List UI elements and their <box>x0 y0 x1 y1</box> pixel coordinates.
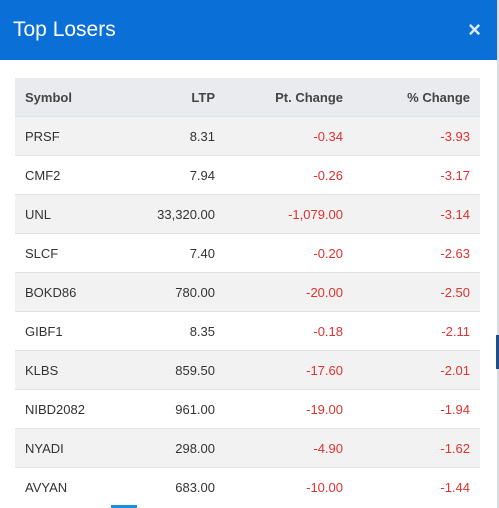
row-ltp: 8.31 <box>125 116 225 156</box>
row-symbol: BOKD86 <box>15 272 125 312</box>
row-symbol: NIBD2082 <box>15 389 125 429</box>
table-row[interactable]: KLBS 859.50 -17.60 -2.01 <box>15 350 480 390</box>
row-ltp: 7.94 <box>125 155 225 195</box>
table-row[interactable]: PRSF 8.31 -0.34 -3.93 <box>15 116 480 156</box>
close-icon[interactable]: × <box>468 17 481 42</box>
row-ltp: 298.00 <box>125 428 225 468</box>
column-header-symbol[interactable]: Symbol <box>15 78 125 117</box>
row-pt-change: -19.00 <box>225 389 353 429</box>
table-row[interactable]: NYADI 298.00 -4.90 -1.62 <box>15 428 480 468</box>
row-ltp: 859.50 <box>125 350 225 390</box>
row-pct-change: -3.17 <box>353 155 480 195</box>
modal-header: Top Losers × <box>0 0 497 60</box>
row-pct-change: -2.11 <box>353 311 480 351</box>
row-symbol: KLBS <box>15 350 125 390</box>
modal-title: Top Losers <box>13 18 116 41</box>
row-symbol: NYADI <box>15 428 125 468</box>
row-pct-change: -2.01 <box>353 350 480 390</box>
row-symbol: CMF2 <box>15 155 125 195</box>
row-ltp: 961.00 <box>125 389 225 429</box>
row-ltp: 780.00 <box>125 272 225 312</box>
table-row[interactable]: AVYAN 683.00 -10.00 -1.44 <box>15 467 480 506</box>
row-ltp: 7.40 <box>125 233 225 273</box>
table-row[interactable]: UNL 33,320.00 -1,079.00 -3.14 <box>15 194 480 234</box>
background-page-accent <box>496 335 499 369</box>
column-header-pct-change[interactable]: % Change <box>353 78 480 117</box>
row-ltp: 8.35 <box>125 311 225 351</box>
row-pt-change: -0.18 <box>225 311 353 351</box>
row-pct-change: -2.63 <box>353 233 480 273</box>
table-row[interactable]: NIBD2082 961.00 -19.00 -1.94 <box>15 389 480 429</box>
table-row[interactable]: CMF2 7.94 -0.26 -3.17 <box>15 155 480 195</box>
row-pt-change: -0.26 <box>225 155 353 195</box>
row-pct-change: -3.14 <box>353 194 480 234</box>
row-pt-change: -0.34 <box>225 116 353 156</box>
row-pt-change: -0.20 <box>225 233 353 273</box>
row-pt-change: -10.00 <box>225 467 353 506</box>
row-ltp: 33,320.00 <box>125 194 225 234</box>
table-row[interactable]: GIBF1 8.35 -0.18 -2.11 <box>15 311 480 351</box>
column-header-ltp[interactable]: LTP <box>125 78 225 117</box>
row-symbol: AVYAN <box>15 467 125 506</box>
background-page-edge <box>497 0 499 508</box>
row-pct-change: -2.50 <box>353 272 480 312</box>
row-pct-change: -3.93 <box>353 116 480 156</box>
losers-table: Symbol LTP Pt. Change % Change PRSF 8.31-… <box>15 78 480 506</box>
row-pct-change: -1.62 <box>353 428 480 468</box>
column-header-pt-change[interactable]: Pt. Change <box>225 78 353 117</box>
losers-table-container: Symbol LTP Pt. Change % Change PRSF 8.31-… <box>15 78 480 506</box>
table-row[interactable]: SLCF 7.40 -0.20 -2.63 <box>15 233 480 273</box>
row-symbol: GIBF1 <box>15 311 125 351</box>
row-pct-change: -1.44 <box>353 467 480 506</box>
table-header-row: Symbol LTP Pt. Change % Change <box>15 78 480 117</box>
row-ltp: 683.00 <box>125 467 225 506</box>
row-symbol: SLCF <box>15 233 125 273</box>
row-symbol: UNL <box>15 194 125 234</box>
row-pct-change: -1.94 <box>353 389 480 429</box>
row-pt-change: -4.90 <box>225 428 353 468</box>
table-row[interactable]: BOKD86 780.00 -20.00 -2.50 <box>15 272 480 312</box>
row-pt-change: -20.00 <box>225 272 353 312</box>
row-pt-change: -17.60 <box>225 350 353 390</box>
scroll-indicator[interactable] <box>111 505 137 508</box>
row-pt-change: -1,079.00 <box>225 194 353 234</box>
row-symbol: PRSF <box>15 116 125 156</box>
